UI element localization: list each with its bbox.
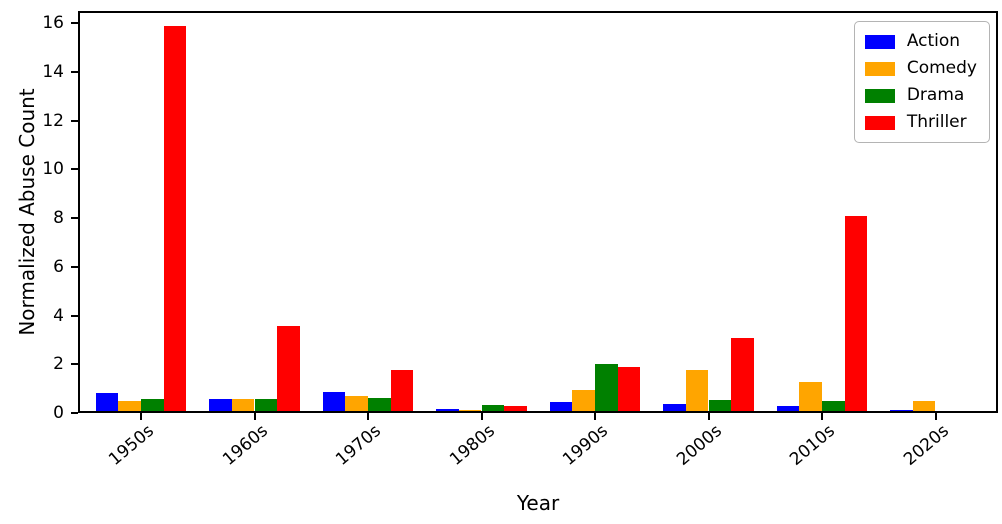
x-tick-label-1950s: 1950s (105, 421, 158, 470)
bar-drama-1990s (595, 363, 618, 411)
bar-drama-2010s (822, 401, 845, 411)
legend-swatch-comedy (864, 61, 895, 76)
y-tick-label-6: 6 (53, 256, 64, 277)
y-tick-mark-12 (71, 119, 78, 122)
bar-thriller-2010s (844, 216, 868, 411)
legend-swatch-action (864, 34, 895, 49)
legend-label-thriller: Thriller (906, 112, 967, 132)
legend-item-action: Action (864, 31, 977, 52)
y-tick-label-0: 0 (53, 403, 64, 423)
y-tick-mark-0 (71, 412, 78, 414)
x-tick-mark-1980s (480, 413, 483, 420)
y-tick-mark-14 (71, 70, 78, 73)
legend-label-action: Action (906, 31, 961, 51)
bar-comedy-2010s (799, 381, 822, 411)
x-axis-label: Year (516, 491, 560, 515)
x-tick-label-1960s: 1960s (218, 421, 272, 470)
legend-label-comedy: Comedy (906, 58, 977, 78)
legend: Action Comedy Drama Thriller (853, 21, 990, 143)
bar-drama-1970s (368, 397, 391, 411)
x-tick-label-1980s: 1980s (445, 421, 499, 470)
x-tick-mark-2010s (821, 413, 823, 420)
bar-thriller-1950s (163, 26, 187, 411)
x-tick-mark-2000s (707, 413, 710, 420)
legend-item-thriller: Thriller (864, 112, 977, 133)
bar-drama-1950s (141, 398, 164, 411)
bar-comedy-1990s (572, 390, 595, 411)
bar-action-2000s (663, 403, 686, 411)
bar-comedy-1970s (345, 396, 368, 411)
x-tick-label-2010s: 2010s (786, 421, 839, 470)
x-tick-mark-1960s (253, 413, 256, 420)
x-tick-mark-1990s (594, 413, 596, 420)
bar-drama-1960s (254, 398, 278, 411)
legend-label-drama: Drama (906, 85, 965, 105)
x-tick-label-2000s: 2000s (672, 421, 726, 470)
y-tick-mark-16 (71, 22, 78, 25)
bar-action-1960s (209, 398, 232, 411)
x-tick-label-1990s: 1990s (559, 421, 612, 470)
y-tick-mark-10 (71, 168, 78, 171)
bar-comedy-2020s (912, 400, 936, 411)
y-tick-label-4: 4 (53, 305, 64, 326)
y-tick-label-12: 12 (42, 110, 64, 131)
bar-action-2020s (890, 409, 913, 411)
bar-comedy-1950s (118, 401, 141, 411)
bar-thriller-2000s (731, 337, 754, 411)
bar-thriller-1980s (504, 406, 527, 411)
x-tick-label-2020s: 2020s (899, 421, 953, 470)
legend-swatch-thriller (864, 115, 895, 130)
y-tick-mark-2 (71, 363, 78, 366)
plot-area: Action Comedy Drama Thriller (78, 11, 998, 413)
bar-action-1970s (322, 391, 346, 411)
bar-drama-2000s (708, 400, 732, 411)
y-tick-mark-4 (71, 314, 78, 317)
y-tick-label-8: 8 (53, 208, 64, 229)
bar-action-2010s (776, 405, 800, 411)
y-tick-label-2: 2 (53, 354, 64, 375)
bar-comedy-2000s (685, 369, 709, 411)
bar-action-1990s (549, 402, 573, 411)
x-tick-mark-1950s (140, 413, 142, 420)
bar-comedy-1980s (458, 409, 482, 411)
bar-drama-1980s (481, 404, 505, 411)
y-tick-label-10: 10 (42, 159, 64, 180)
legend-swatch-drama (864, 88, 895, 103)
bar-action-1980s (436, 409, 459, 411)
x-tick-label-1970s: 1970s (332, 421, 385, 470)
y-tick-label-14: 14 (42, 61, 64, 82)
bar-action-1950s (95, 392, 119, 411)
bar-thriller-1990s (617, 367, 641, 411)
y-tick-mark-6 (71, 265, 78, 268)
bar-thriller-1970s (390, 369, 414, 411)
bar-thriller-1960s (277, 325, 300, 411)
y-tick-mark-8 (71, 217, 78, 220)
x-tick-mark-2020s (934, 413, 937, 420)
bar-comedy-1960s (231, 398, 255, 411)
x-tick-mark-1970s (367, 413, 369, 420)
y-tick-label-16: 16 (42, 13, 64, 34)
legend-item-comedy: Comedy (864, 58, 977, 79)
legend-item-drama: Drama (864, 85, 977, 106)
